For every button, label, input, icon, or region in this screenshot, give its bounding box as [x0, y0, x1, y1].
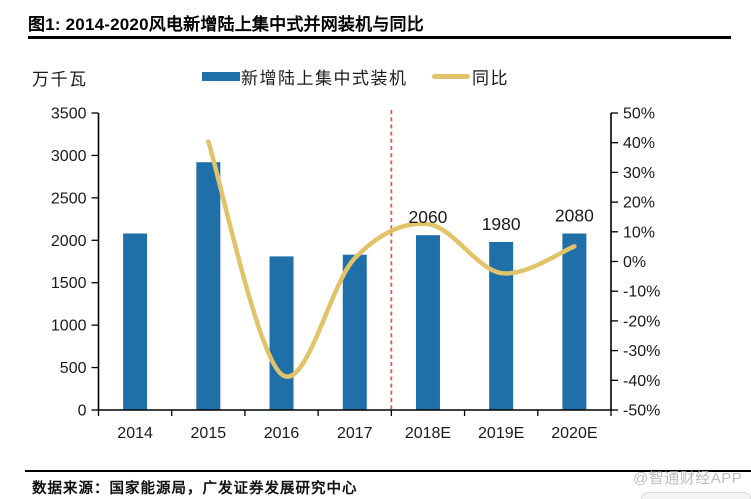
bar-2016	[269, 256, 294, 410]
legend-line-label: 同比	[472, 69, 509, 88]
left-axis-tick-label: 500	[60, 360, 87, 377]
right-axis-tick-label: -30%	[623, 343, 660, 360]
watermark-text: @智通财经APP	[633, 470, 743, 487]
corner-pill-decoration	[641, 492, 751, 499]
left-axis-tick-label: 3500	[51, 106, 87, 123]
x-axis-label-2014: 2014	[117, 425, 153, 442]
legend-bar-label: 新增陆上集中式装机	[241, 69, 408, 88]
right-axis-tick-label: -50%	[623, 403, 660, 420]
right-axis-tick-label: 50%	[623, 106, 655, 123]
x-axis-label-2020E: 2020E	[551, 425, 597, 442]
x-axis-label-2018E: 2018E	[405, 425, 451, 442]
yoy-line	[206, 139, 577, 379]
right-axis-tick-label: 10%	[623, 224, 655, 241]
legend-line-swatch	[432, 74, 470, 79]
left-axis-tick-label: 3000	[51, 148, 87, 165]
bar-2015	[196, 162, 221, 410]
bar-2018E	[415, 235, 440, 410]
right-axis-tick-label: 0%	[623, 254, 646, 271]
bar-value-label-2018E: 2060	[408, 207, 447, 227]
left-axis-tick-label: 1500	[51, 275, 87, 292]
bar-value-label-2020E: 2080	[555, 205, 594, 225]
x-axis-label-2016: 2016	[264, 425, 300, 442]
title-divider-rule	[28, 36, 731, 39]
figure-title: 图1: 2014-2020风电新增陆上集中式并网装机与同比	[28, 15, 424, 34]
left-axis-unit-label: 万千瓦	[32, 70, 88, 89]
legend-bar-swatch	[202, 72, 240, 81]
right-axis-tick-label: 30%	[623, 165, 655, 182]
left-axis-tick-label: 2500	[51, 190, 87, 207]
right-axis-tick-label: -20%	[623, 313, 660, 330]
x-axis-label-2019E: 2019E	[478, 425, 524, 442]
bar-2017	[342, 254, 367, 410]
data-source-note: 数据来源：国家能源局，广发证券发展研究中心	[32, 481, 358, 497]
bar-2019E	[489, 241, 514, 410]
x-axis-label-2017: 2017	[337, 425, 373, 442]
x-axis-label-2015: 2015	[191, 425, 227, 442]
right-axis-tick-label: -10%	[623, 284, 660, 301]
footer-divider-rule	[25, 470, 751, 472]
right-axis-tick-label: -40%	[623, 373, 660, 390]
right-axis-tick-label: 40%	[623, 135, 655, 152]
bar-value-label-2019E: 1980	[482, 214, 521, 234]
bar-2020E	[562, 233, 587, 410]
left-axis-tick-label: 2000	[51, 233, 87, 250]
right-axis-tick-label: 20%	[623, 195, 655, 212]
bar-2014	[123, 233, 148, 410]
left-axis-tick-label: 1000	[51, 318, 87, 335]
left-axis-tick-label: 0	[78, 403, 87, 420]
